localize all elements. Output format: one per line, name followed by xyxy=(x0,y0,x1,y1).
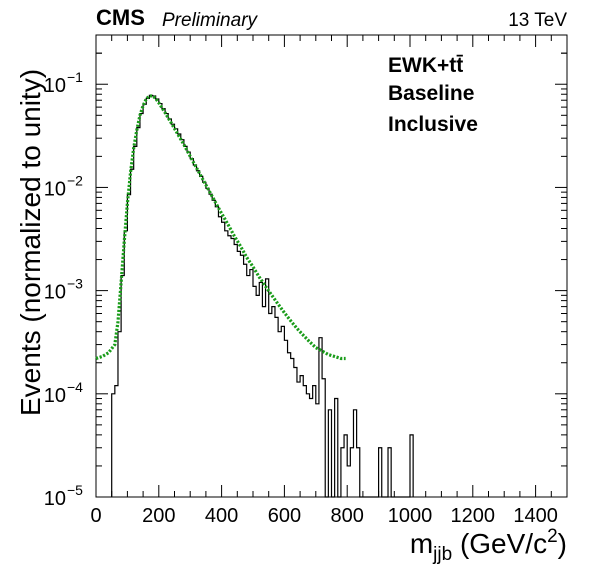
cms-label: CMS xyxy=(96,5,145,30)
x-tick-labels: 0 200 400 600 800 1000 1200 1400 xyxy=(90,505,557,527)
x-axis-title-close: ) xyxy=(558,528,567,559)
histogram-bin xyxy=(178,134,181,497)
histogram-bin xyxy=(190,159,193,497)
histogram-bin xyxy=(269,314,272,497)
x-tick-label: 400 xyxy=(205,505,238,527)
histogram-bin xyxy=(206,188,209,497)
y-tick-label-exponent: −1 xyxy=(67,69,83,85)
y-tick-label-exponent: −3 xyxy=(67,276,83,292)
histogram-bin xyxy=(168,119,171,497)
y-tick-label: 10 xyxy=(44,75,66,97)
histogram-bin xyxy=(153,96,156,497)
histogram-bin xyxy=(284,340,287,497)
histogram-bin xyxy=(184,146,187,497)
histogram-bin xyxy=(203,182,206,497)
histogram-bin xyxy=(250,270,253,497)
y-tick-label-exponent: −5 xyxy=(67,482,83,498)
histogram-bin xyxy=(193,165,196,497)
histogram-bin xyxy=(159,104,162,497)
histogram-bin xyxy=(303,386,306,497)
legend-process-label: EWK+tt̄ xyxy=(388,54,464,77)
x-tick-label: 0 xyxy=(90,505,101,527)
x-tick-label: 800 xyxy=(331,505,364,527)
histogram-bin xyxy=(275,317,278,497)
x-axis-title-exponent: 2 xyxy=(547,526,558,547)
histogram-bin xyxy=(200,176,203,497)
y-tick-label: 10 xyxy=(44,178,66,200)
histogram-bin xyxy=(259,282,262,497)
histogram-bin xyxy=(272,307,275,497)
histogram-bin xyxy=(171,124,174,497)
histogram-bin xyxy=(156,99,159,497)
histogram-bin xyxy=(140,114,143,497)
fit-curve xyxy=(95,94,346,361)
x-tick-label: 1200 xyxy=(451,505,496,527)
histogram-bin xyxy=(240,255,243,497)
x-tick-label: 600 xyxy=(268,505,301,527)
histogram-bin xyxy=(215,207,218,497)
histogram-bin xyxy=(316,404,319,497)
histogram-bin xyxy=(187,152,190,497)
histogram-bin xyxy=(228,236,231,497)
x-tick-label: 1000 xyxy=(388,505,433,527)
histogram-bin xyxy=(244,264,247,497)
histogram-bin xyxy=(247,276,250,497)
histogram-bin xyxy=(225,231,228,497)
histogram-bin xyxy=(306,394,309,497)
histogram-bin xyxy=(294,367,297,497)
histogram-bin xyxy=(300,376,303,497)
histogram-bin xyxy=(291,358,294,497)
y-tick-label: 10 xyxy=(44,385,66,407)
histogram-layer xyxy=(111,94,414,498)
histogram-bin xyxy=(262,307,265,497)
histogram-bin xyxy=(256,295,259,497)
histogram-bin xyxy=(297,382,300,497)
axis-ticks xyxy=(95,34,568,498)
fit-curve-layer xyxy=(95,94,346,361)
histogram-bin xyxy=(209,194,212,497)
y-tick-labels: 10−510−410−310−210−1 xyxy=(44,69,83,510)
histogram-bin xyxy=(281,326,284,497)
histogram-bin xyxy=(181,140,184,497)
histogram-bin xyxy=(146,98,149,497)
histogram-bin xyxy=(310,399,313,497)
histogram-bin xyxy=(143,104,146,497)
histogram-bin xyxy=(196,171,199,497)
y-axis-title: Events (normalized to unity) xyxy=(15,69,46,416)
histogram-bin xyxy=(115,386,118,497)
histogram-bin xyxy=(288,353,291,497)
legend-selection-label: Baseline xyxy=(388,82,474,105)
preliminary-label: Preliminary xyxy=(162,10,259,31)
histogram-bin xyxy=(175,129,178,497)
histogram-bin xyxy=(165,114,168,497)
x-tick-label: 1400 xyxy=(513,505,558,527)
histogram-bin xyxy=(222,222,225,497)
energy-label: 13 TeV xyxy=(508,10,567,31)
x-axis-title-units: (GeV/c xyxy=(452,528,547,559)
histogram-bin xyxy=(137,128,140,497)
y-tick-label: 10 xyxy=(44,488,66,510)
histogram-bin xyxy=(162,109,165,497)
x-axis-title-main: m xyxy=(410,528,433,559)
histogram-bin xyxy=(149,95,152,497)
histogram-bin xyxy=(278,332,281,497)
y-tick-label-exponent: −2 xyxy=(67,172,83,188)
legend-category-label: Inclusive xyxy=(388,113,478,136)
histogram-bin xyxy=(253,286,256,497)
x-tick-label: 200 xyxy=(142,505,175,527)
x-axis-title-subscript: jjb xyxy=(432,544,452,565)
histogram-bin xyxy=(237,251,240,497)
y-tick-label: 10 xyxy=(44,282,66,304)
histogram-outline xyxy=(111,94,414,498)
histogram-bin xyxy=(127,195,130,497)
histogram-bin xyxy=(218,217,221,497)
histogram-bin xyxy=(134,146,137,497)
x-axis-title: mjjb (GeV/c2) xyxy=(410,526,567,565)
histogram-bin xyxy=(234,244,237,497)
y-tick-label-exponent: −4 xyxy=(67,379,83,395)
histogram-bin xyxy=(212,200,215,497)
histogram-bin xyxy=(231,238,234,497)
histogram-bin xyxy=(131,169,134,497)
